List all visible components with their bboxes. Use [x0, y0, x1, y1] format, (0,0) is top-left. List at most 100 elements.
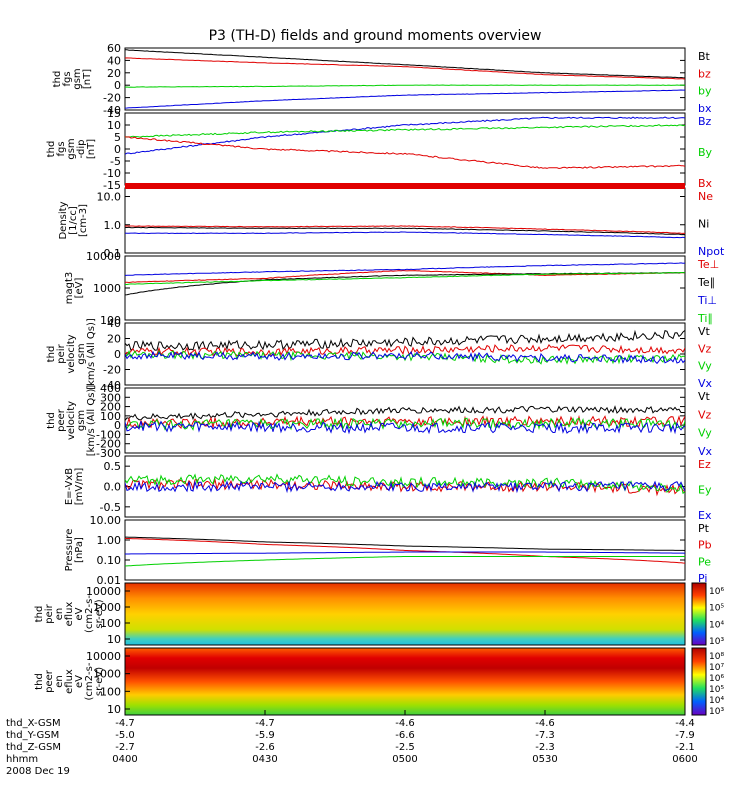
ytick-label: 10000 [86, 585, 121, 598]
panel-9-ylabel: eV [74, 607, 85, 620]
spectrogram-electron [125, 648, 685, 715]
panel-8-ylabel: Pressure [64, 529, 75, 572]
series-Vt [125, 405, 685, 421]
legend-Ti∥: Ti∥ [697, 312, 713, 325]
series-bx [125, 89, 685, 109]
legend-Pt: Pt [698, 522, 710, 535]
colorbar-label: 10³ [709, 707, 724, 717]
colorbar-label: 10⁶ [709, 587, 724, 597]
ytick-label: 100 [100, 617, 121, 630]
panel-4-ylabel: magt3 [64, 272, 75, 305]
colorbar-label: 10⁴ [709, 696, 724, 706]
spectrogram-ion [125, 583, 685, 645]
panel-10-ylabel: eflux [64, 669, 75, 694]
legend-Ti⊥: Ti⊥ [697, 294, 717, 307]
legend-Ez: Ez [698, 458, 711, 471]
ytick-label: -15 [103, 179, 121, 192]
ytick-label: 10 [107, 633, 121, 646]
ytick-label: 40 [107, 317, 121, 330]
orbit-value: 0400 [112, 754, 137, 765]
panel-frame [124, 187, 686, 254]
panel-5-ylabel: thd [46, 346, 57, 363]
series-Bx [125, 136, 685, 170]
ytick-label: 10000 [86, 250, 121, 263]
legend-by: by [698, 85, 712, 98]
ytick-label: 10.0 [97, 191, 122, 204]
ytick-label: 0.1 [104, 247, 122, 260]
orbit-label: hhmm [6, 754, 38, 765]
panel-8-ylabel: [nPa] [74, 537, 85, 563]
orbit-date: 2008 Dec 19 [6, 766, 70, 777]
ytick-label: 0 [114, 79, 121, 92]
ytick-label: 10 [107, 119, 121, 132]
ytick-label: 1000 [93, 282, 121, 295]
ytick-label: 0.01 [97, 574, 122, 587]
series-Npot [125, 231, 685, 239]
colorbar-label: 10⁴ [709, 620, 724, 630]
ytick-label: -100 [96, 428, 121, 441]
panel-frame [124, 322, 686, 386]
density-band [125, 183, 685, 189]
colorbar-label: 10³ [709, 637, 724, 647]
orbit-value: -5.9 [255, 730, 275, 741]
orbit-value: -4.7 [115, 718, 135, 729]
legend-Npot: Npot [698, 245, 725, 258]
series-Bz [125, 116, 685, 155]
ytick-label: 1000 [93, 601, 121, 614]
orbit-value: -4.4 [675, 718, 695, 729]
ytick-label: 100 [100, 410, 121, 423]
panel-frame [124, 112, 686, 186]
orbit-value: 0500 [392, 754, 417, 765]
series-Vt [125, 329, 685, 352]
legend-Vy: Vy [698, 427, 712, 440]
series-Pi [125, 551, 685, 555]
legend-Pi: Pi [698, 572, 707, 585]
ytick-label: 15 [107, 107, 121, 120]
ytick-label: 20 [107, 333, 121, 346]
panel-6: thd peer velocity gsm [km/s (All Qs)] 4003002… [46, 382, 713, 460]
panel-2-ylabel: fgs [56, 141, 67, 156]
orbit-value: -2.5 [395, 742, 415, 753]
orbit-value: -5.0 [115, 730, 135, 741]
ytick-label: 20 [107, 67, 121, 80]
orbit-value: -2.1 [675, 742, 695, 753]
legend-Bx: Bx [698, 177, 713, 190]
panel-10-ylabel: en [54, 675, 65, 688]
series-bz [125, 57, 685, 80]
legend-Ex: Ex [698, 509, 712, 522]
panel-9-ylabel: peir [44, 603, 55, 623]
panel-10-ylabel: peer [44, 669, 55, 693]
panel-2-ylabel: gsm [66, 138, 77, 159]
series-Bt [125, 49, 685, 79]
orbit-value: -7.9 [675, 730, 695, 741]
panel-4-ylabel: [eV] [74, 278, 85, 299]
panel-6-ylabel: [km/s (All Qs)] [86, 385, 97, 457]
series-Pt [125, 536, 685, 551]
panel-6-ylabel: peer [56, 408, 67, 432]
ytick-label: 10000 [86, 650, 121, 663]
panel-4: magt3 [eV] 10000 1000 100 Te⊥ Te∥ Ti⊥ Ti∥ [64, 250, 719, 327]
panel-9-ylabel: thd [34, 606, 45, 623]
panel-1-ylabel: thd [52, 71, 63, 88]
panel-5-ylabel: peir [56, 343, 67, 363]
panel-8: Pressure [nPa] 10.00 1.00 0.10 0.01 Pt Pb Pe Pi [64, 514, 712, 587]
ytick-label: -200 [96, 438, 121, 451]
legend-Bz: Bz [698, 115, 712, 128]
ytick-label: -300 [96, 447, 121, 460]
legend-Ni: Ni [698, 218, 709, 231]
panel-9: thd peir en eflux eV (cm2-s-sr-eV)10000 1000 10… [34, 582, 724, 647]
ytick-label: -5 [110, 155, 121, 168]
ytick-label: -20 [103, 364, 121, 377]
colorbar-label: 10⁶ [709, 674, 724, 684]
series-Ti⊥ [125, 262, 685, 276]
series-Pb [125, 537, 685, 564]
orbit-label: thd_Y-GSM [6, 730, 59, 741]
panel-3-ylabel: [cm-3] [78, 204, 89, 237]
panel-9-ylabel: sr-eV) [94, 599, 105, 628]
colorbar [691, 647, 707, 716]
orbit-value: -2.6 [255, 742, 275, 753]
orbit-value: -4.7 [255, 718, 275, 729]
